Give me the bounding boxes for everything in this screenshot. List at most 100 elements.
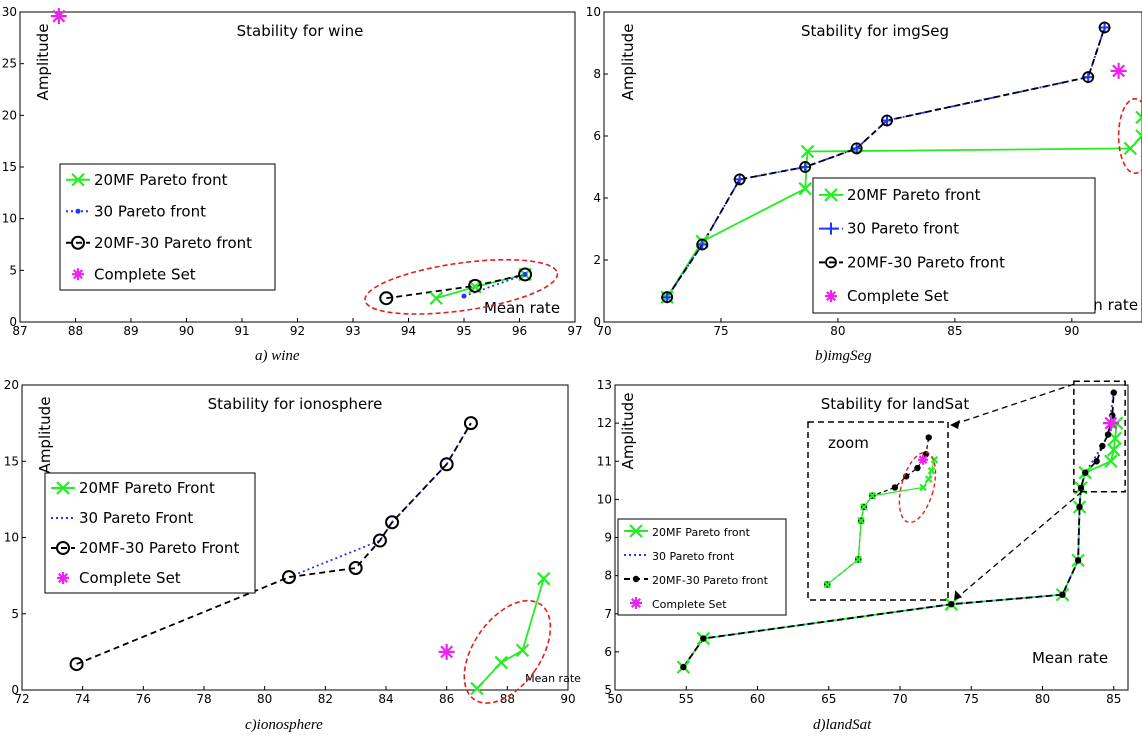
- caption-wine: a) wine: [255, 348, 300, 364]
- marker-plus: [696, 238, 709, 251]
- marker-x: [536, 571, 551, 586]
- marker-circle: [468, 278, 483, 293]
- marker-star: [630, 597, 642, 609]
- marker-dot: [1076, 503, 1083, 511]
- marker-dot: [914, 464, 921, 472]
- marker-x: [798, 181, 812, 196]
- y-tick-label: 9: [604, 531, 612, 545]
- marker-dot: [1110, 389, 1117, 396]
- chart-imgseg-plot: 70 75 80 85 90 0 2 4 6 8 10 Stability for imgSeg Amp…: [586, 5, 1142, 338]
- zoom-series-line: [826, 437, 930, 585]
- y-axis-label: Amplitude: [34, 24, 52, 101]
- marker-star: [1102, 415, 1119, 432]
- x-tick-label: 78: [196, 692, 211, 706]
- legend-entry: Complete Set: [652, 598, 727, 611]
- marker-dot: [1099, 442, 1106, 450]
- marker-circle: [799, 161, 812, 173]
- marker-x: [1123, 141, 1138, 156]
- caption-imgseg: b)imgSeg: [815, 348, 872, 364]
- series-line: [666, 27, 1106, 298]
- zoom-arrow: [953, 491, 1083, 601]
- marker-circle: [1098, 21, 1111, 34]
- legend: 20MF Pareto front 30 Pareto front 20MF-30 …: [812, 177, 1096, 314]
- y-tick-label: 13: [597, 378, 612, 392]
- x-tick-label: 55: [679, 692, 694, 706]
- y-tick-label: 15: [2, 160, 17, 174]
- legend-entry: 30 Pareto Front: [79, 509, 193, 527]
- chart-ionosphere: 72 74 76 78 80 82 84 86 88 90 0 5 10 15 20 Stability fo…: [0, 375, 581, 737]
- x-tick-label: 95: [456, 324, 471, 338]
- x-tick-label: 75: [713, 324, 728, 338]
- y-tick-label: 20: [4, 378, 19, 392]
- x-axis-label: Mean rate: [525, 672, 581, 685]
- marker-plus: [799, 161, 812, 173]
- marker-x: [854, 555, 863, 564]
- marker-x: [860, 503, 868, 511]
- marker-circle: [825, 256, 837, 269]
- x-tick-label: 80: [1035, 692, 1050, 706]
- highlight-ellipse: [898, 451, 937, 524]
- y-tick-label: 2: [593, 253, 601, 267]
- y-tick-label: 5: [9, 263, 17, 277]
- marker-dot: [1074, 557, 1082, 564]
- series-line: [76, 422, 472, 665]
- marker-x: [800, 144, 815, 159]
- legend-entry: 20MF Pareto front: [847, 186, 981, 204]
- chart-ionosphere-plot: 72 74 76 78 80 82 84 86 88 90 0 5 10 15 20 Stability fo…: [4, 378, 581, 706]
- legend-entry: Complete Set: [94, 265, 196, 283]
- chart-landsat: 50 55 60 65 70 75 80 85 5 6 7 8 9 10 11 12 13 Stability f…: [575, 375, 1142, 737]
- marker-plus: [825, 222, 837, 235]
- marker-x: [1106, 443, 1121, 457]
- chart-title: Stability for landSat: [821, 395, 970, 413]
- y-tick-label: 0: [593, 315, 601, 329]
- x-tick-label: 91: [234, 324, 249, 338]
- marker-circle: [69, 657, 84, 672]
- marker-circle: [372, 533, 387, 548]
- x-tick-label: 70: [892, 692, 907, 706]
- x-tick-label: 97: [567, 324, 582, 338]
- marker-dot: [1104, 431, 1112, 438]
- zoom-label: zoom: [828, 434, 869, 452]
- x-tick-label: 89: [123, 324, 138, 338]
- marker-star: [438, 643, 455, 660]
- zoom-series-line: [826, 459, 935, 585]
- marker-circle: [850, 142, 863, 155]
- y-tick-label: 8: [593, 67, 601, 81]
- marker-circle: [881, 114, 893, 127]
- marker-x: [857, 516, 865, 525]
- legend-box: [59, 163, 276, 291]
- zoom-source-box: [1073, 380, 1126, 493]
- y-tick-label: 8: [604, 569, 612, 583]
- marker-x: [824, 188, 838, 202]
- chart-imgseg: 70 75 80 85 90 0 2 4 6 8 10 Stability for imgSeg Amp…: [575, 0, 1142, 370]
- marker-x: [1135, 110, 1142, 125]
- y-axis-label: Amplitude: [36, 397, 54, 474]
- x-tick-label: 76: [136, 692, 151, 706]
- marker-dot: [75, 208, 81, 214]
- marker-circle: [281, 570, 296, 585]
- marker-x: [823, 580, 832, 589]
- x-tick-label: 60: [750, 692, 765, 706]
- legend-entry: 30 Pareto front: [652, 550, 735, 563]
- marker-x: [515, 643, 530, 658]
- marker-plus: [1098, 21, 1111, 34]
- marker-dot: [461, 293, 467, 299]
- series-line: [288, 422, 472, 578]
- marker-plus: [733, 173, 746, 186]
- x-tick-label: 86: [439, 692, 454, 706]
- marker-x: [924, 475, 933, 483]
- marker-star: [72, 268, 84, 281]
- x-tick-label: 94: [401, 324, 416, 338]
- marker-plus: [881, 114, 894, 127]
- zoom-arrow-head: [954, 590, 963, 601]
- marker-circle: [733, 173, 746, 186]
- marker-dot: [948, 601, 955, 608]
- marker-x: [868, 491, 877, 500]
- marker-x: [470, 681, 484, 696]
- y-axis-label: Amplitude: [619, 393, 637, 470]
- x-tick-label: 74: [75, 692, 90, 706]
- plot-frame: [603, 11, 1142, 323]
- y-tick-label: 15: [4, 454, 19, 468]
- marker-plus: [661, 291, 674, 304]
- marker-circle: [56, 541, 70, 555]
